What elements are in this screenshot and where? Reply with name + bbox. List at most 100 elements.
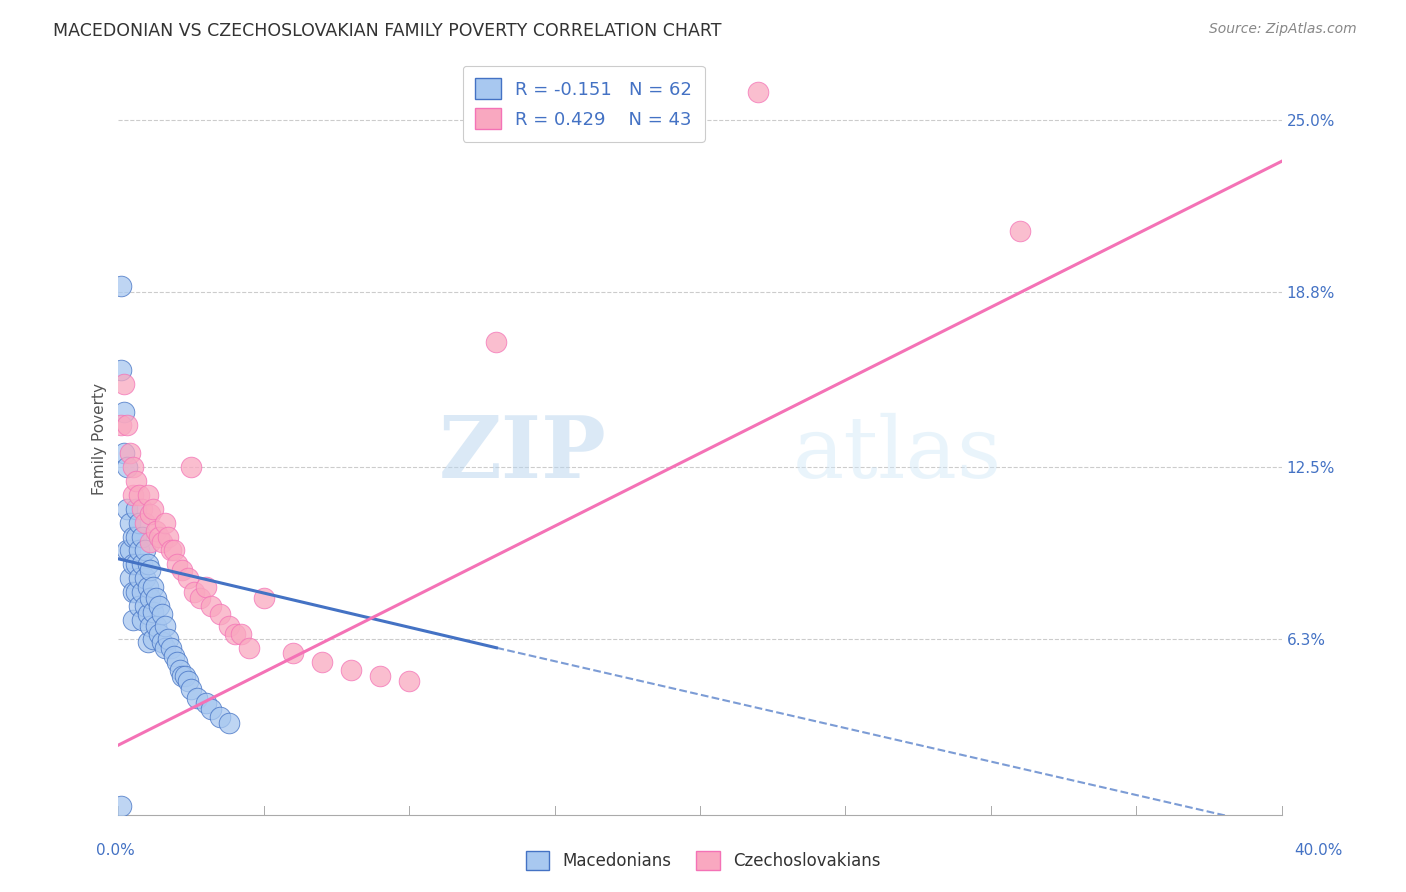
Point [142,580,165,594]
Point [194,697,217,711]
Point [169,663,191,677]
Point [311,655,333,669]
Point [139,618,162,632]
Legend: Macedonians, Czechoslovakians: Macedonians, Czechoslovakians [519,844,887,877]
Point [122,530,145,544]
Point [159,543,181,558]
Point [281,646,304,660]
Point [136,635,159,649]
Point [218,618,240,632]
Point [122,613,145,627]
Point [209,607,232,622]
Point [136,488,159,502]
Point [172,668,194,682]
Point [136,580,159,594]
Point [150,607,173,622]
Point [253,591,276,605]
Text: 40.0%: 40.0% [1295,843,1343,858]
Point [110,279,132,293]
Point [153,516,176,530]
Point [120,446,142,460]
Point [148,627,170,641]
Point [115,543,138,558]
Point [747,85,769,99]
Point [148,599,170,613]
Point [122,488,145,502]
Point [131,585,153,599]
Point [368,668,391,682]
Point [120,516,142,530]
Point [125,501,148,516]
Point [166,558,188,572]
Point [134,571,156,585]
Point [134,543,156,558]
Point [224,627,246,641]
Point [200,702,222,716]
Text: atlas: atlas [793,413,1002,496]
Point [153,618,176,632]
Point [128,488,150,502]
Point [188,591,211,605]
Text: MACEDONIAN VS CZECHOSLOVAKIAN FAMILY POVERTY CORRELATION CHART: MACEDONIAN VS CZECHOSLOVAKIAN FAMILY POV… [53,22,721,40]
Point [139,591,162,605]
Point [163,649,186,664]
Point [139,563,162,577]
Point [145,591,167,605]
Point [125,585,148,599]
Point [131,558,153,572]
Point [485,334,508,349]
Point [139,535,162,549]
Point [150,535,173,549]
Point [180,682,202,697]
Point [122,585,145,599]
Point [142,632,165,647]
Point [125,530,148,544]
Point [125,474,148,488]
Point [156,530,179,544]
Point [145,618,167,632]
Point [131,530,153,544]
Point [150,635,173,649]
Point [159,640,181,655]
Point [136,607,159,622]
Point [115,501,138,516]
Point [1008,224,1031,238]
Point [131,501,153,516]
Point [142,501,165,516]
Point [115,418,138,433]
Point [131,613,153,627]
Text: ZIP: ZIP [439,412,607,496]
Point [200,599,222,613]
Point [166,655,188,669]
Point [238,640,260,655]
Point [122,558,145,572]
Text: Source: ZipAtlas.com: Source: ZipAtlas.com [1209,22,1357,37]
Point [139,508,162,522]
Point [172,563,194,577]
Point [128,543,150,558]
Point [186,690,208,705]
Point [136,558,159,572]
Point [128,516,150,530]
Point [125,558,148,572]
Point [145,524,167,538]
Point [218,715,240,730]
Text: 0.0%: 0.0% [96,843,135,858]
Point [398,674,420,689]
Point [177,571,200,585]
Point [194,580,217,594]
Point [110,418,132,433]
Point [180,460,202,475]
Point [163,543,186,558]
Point [177,674,200,689]
Point [153,640,176,655]
Point [120,571,142,585]
Point [110,363,132,377]
Point [122,460,145,475]
Point [174,668,197,682]
Point [112,404,135,418]
Point [148,530,170,544]
Point [142,605,165,619]
Y-axis label: Family Poverty: Family Poverty [93,384,107,495]
Point [115,460,138,475]
